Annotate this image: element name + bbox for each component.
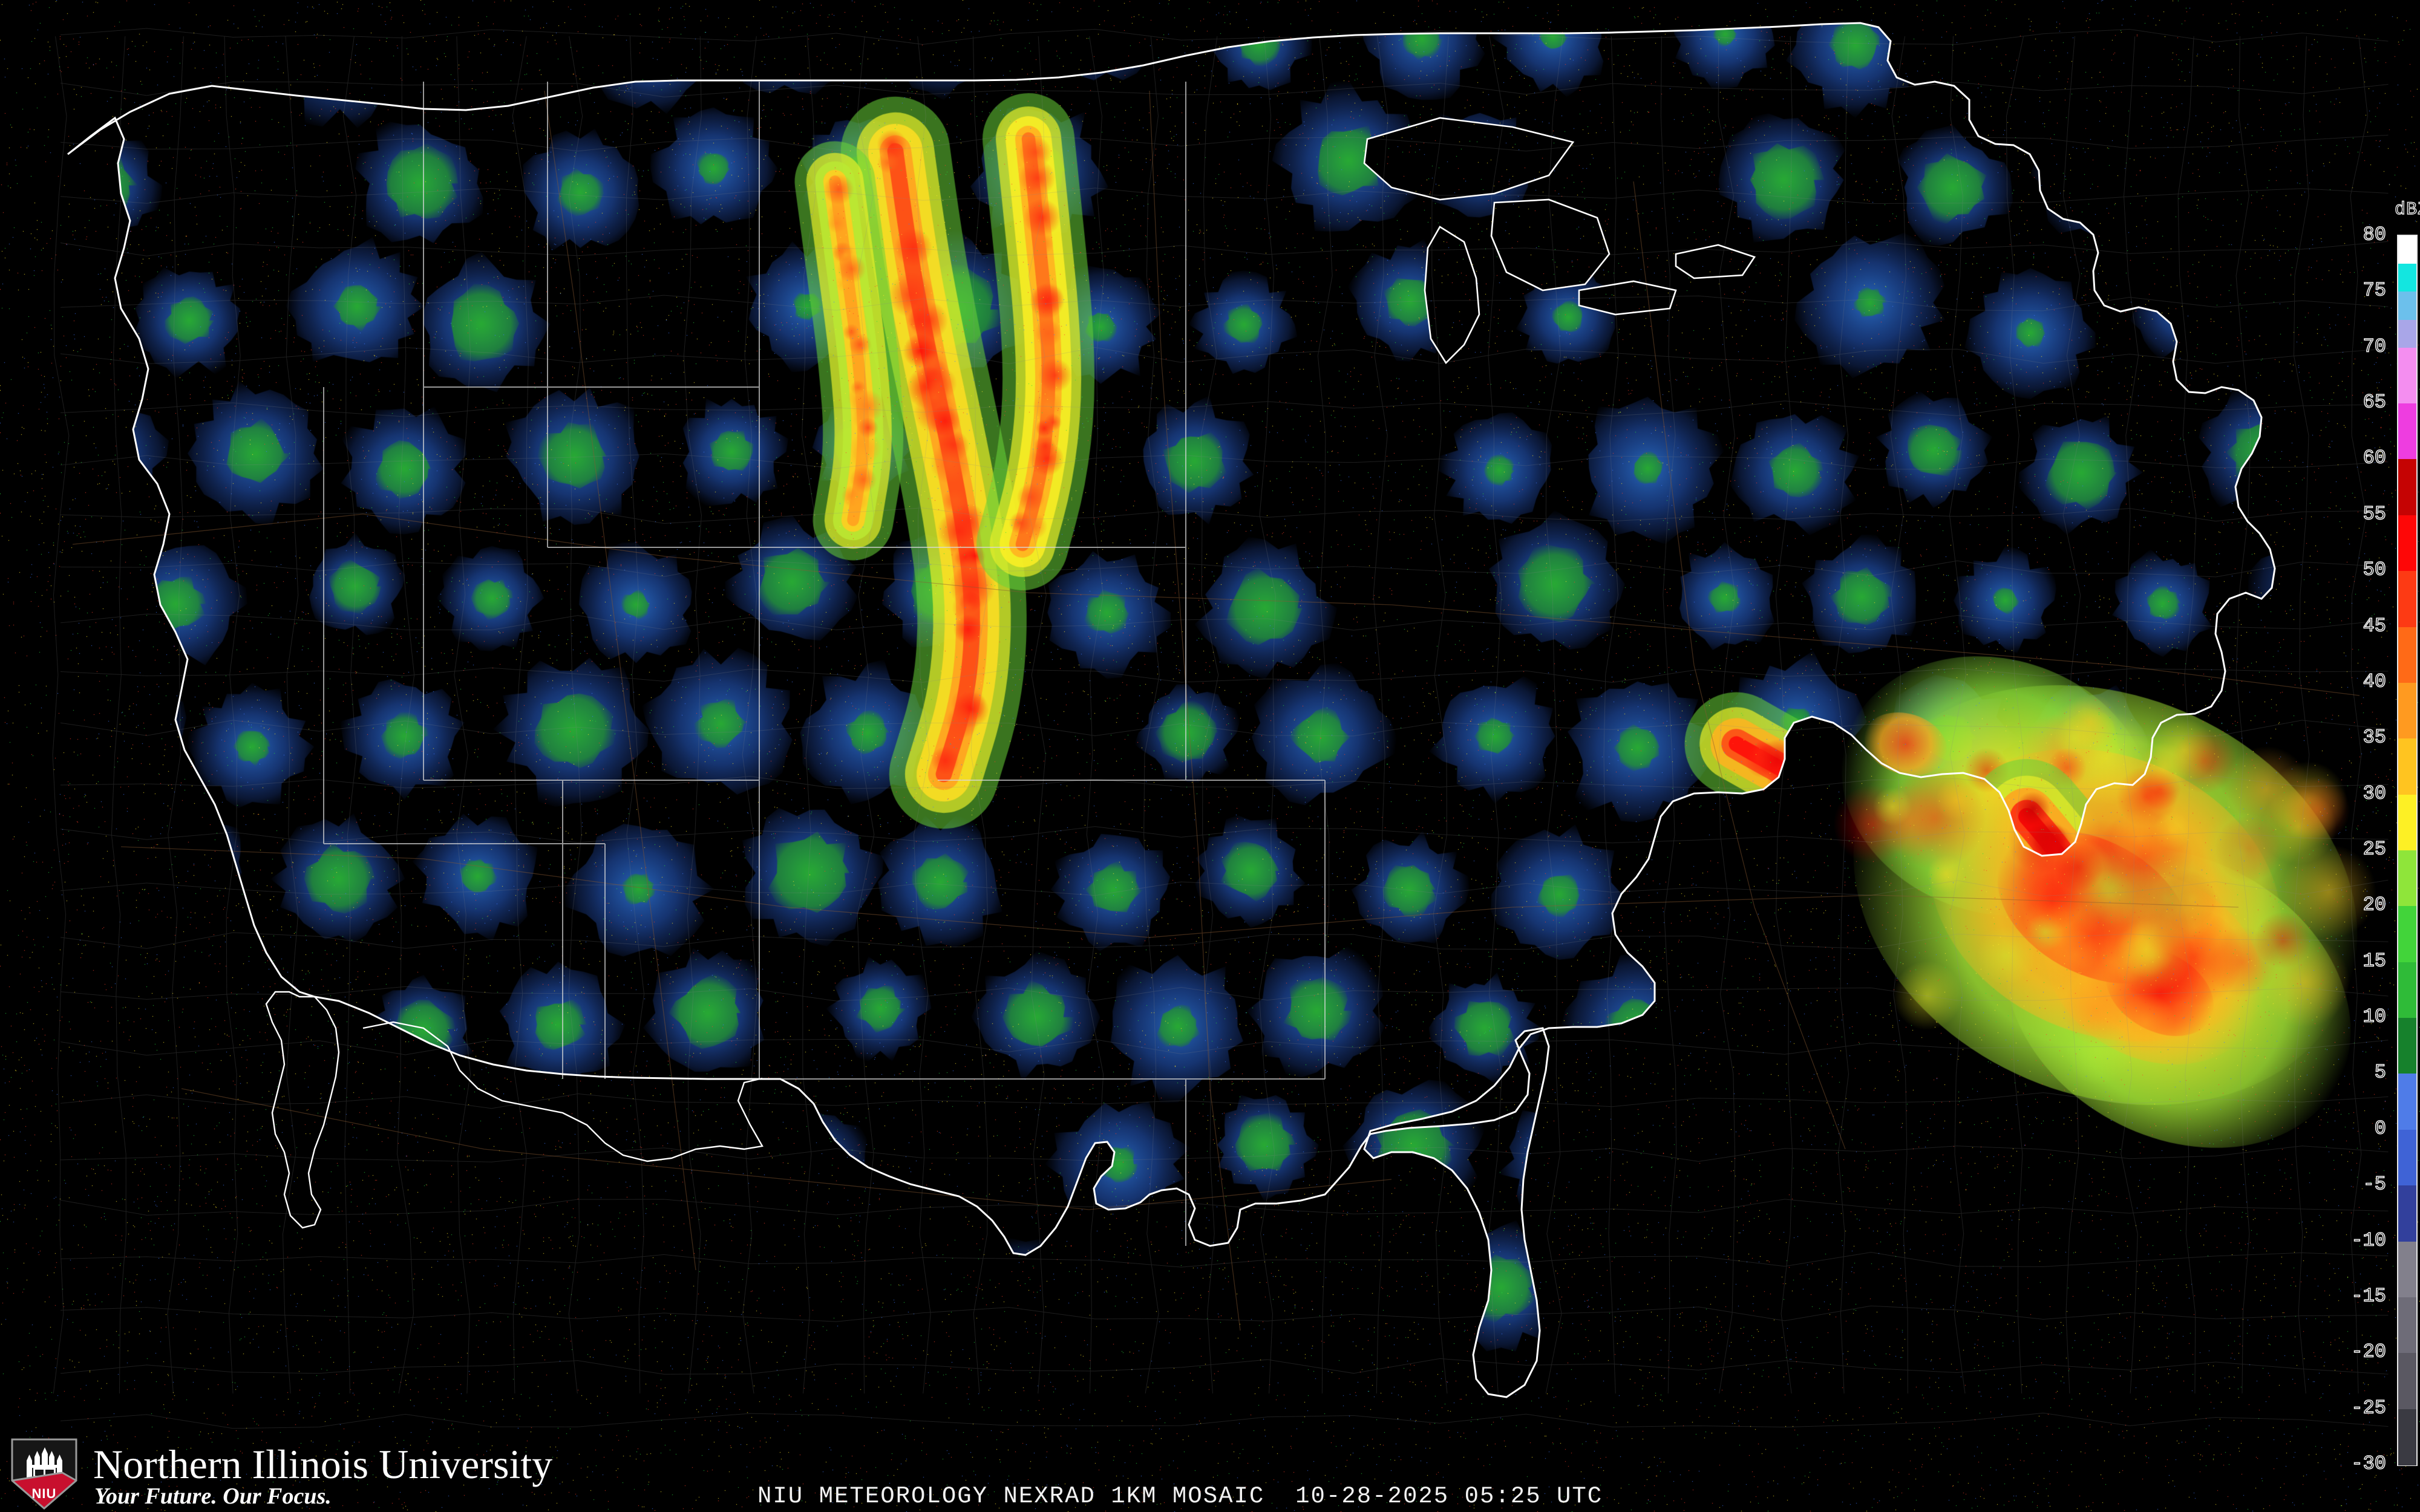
svg-text:Northern Illinois University: Northern Illinois University <box>93 1441 552 1487</box>
svg-text:Your Future. Our Focus.: Your Future. Our Focus. <box>94 1484 332 1509</box>
svg-text:NIU: NIU <box>32 1486 57 1501</box>
